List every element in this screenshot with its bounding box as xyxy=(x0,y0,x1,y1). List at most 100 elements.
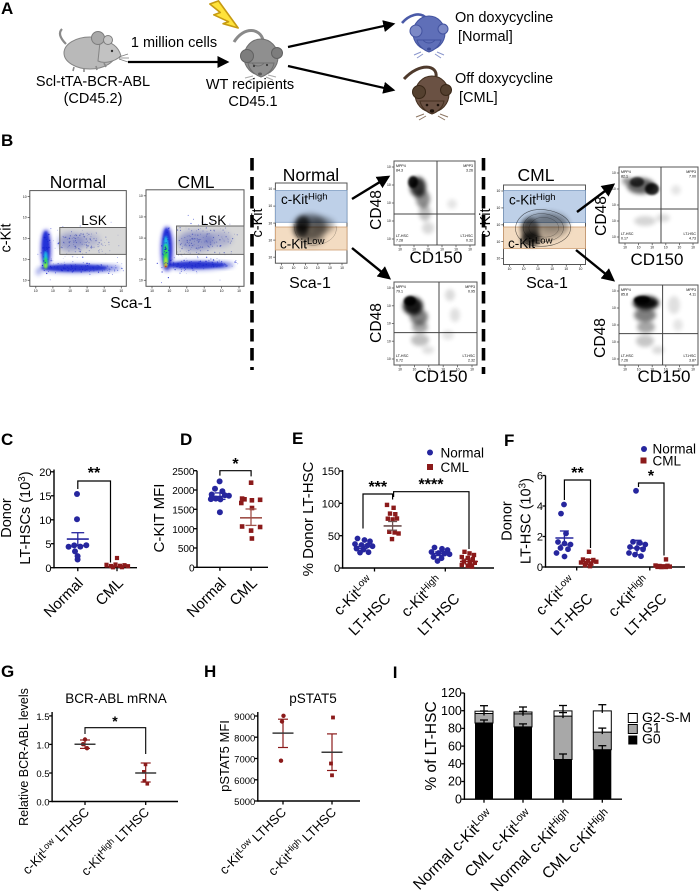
svg-text:10: 10 xyxy=(536,267,540,271)
svg-text:10: 10 xyxy=(387,339,391,343)
svg-text:4: 4 xyxy=(537,501,543,513)
svg-text:100: 100 xyxy=(322,499,340,511)
svg-text:5: 5 xyxy=(45,539,51,551)
svg-text:10: 10 xyxy=(612,323,616,327)
svg-text:10: 10 xyxy=(579,267,583,271)
svg-text:10: 10 xyxy=(413,368,417,372)
svg-text:10: 10 xyxy=(23,195,27,199)
svg-text:10: 10 xyxy=(316,266,320,270)
svg-text:10: 10 xyxy=(427,368,431,372)
svg-text:CD48: CD48 xyxy=(368,303,385,343)
svg-text:10: 10 xyxy=(268,204,272,208)
svg-text:10: 10 xyxy=(612,289,616,293)
svg-text:H: H xyxy=(204,662,216,681)
svg-text:Donor: Donor xyxy=(500,501,516,541)
svg-text:Scl-tTA-BCR-ABL: Scl-tTA-BCR-ABL xyxy=(36,74,150,90)
svg-text:82.1: 82.1 xyxy=(621,175,628,179)
svg-text:Sca-1: Sca-1 xyxy=(110,295,152,312)
svg-text:LT-HSC: LT-HSC xyxy=(683,354,696,358)
svg-text:10: 10 xyxy=(612,235,616,239)
svg-text:% Donor LT-HSC: % Donor LT-HSC xyxy=(300,461,317,576)
svg-text:10: 10 xyxy=(691,246,695,250)
svg-text:Normal: Normal xyxy=(653,442,697,457)
svg-text:10: 10 xyxy=(139,236,143,240)
svg-text:10: 10 xyxy=(612,203,616,207)
svg-text:LT-HSC: LT-HSC xyxy=(462,354,475,358)
svg-text:7000: 7000 xyxy=(234,755,255,766)
svg-text:10: 10 xyxy=(522,267,526,271)
svg-text:10: 10 xyxy=(650,368,654,372)
svg-text:10: 10 xyxy=(664,246,668,250)
svg-text:CD45.1: CD45.1 xyxy=(228,94,277,110)
svg-text:20: 20 xyxy=(448,775,462,789)
svg-text:10: 10 xyxy=(497,206,501,210)
svg-text:0.5: 0.5 xyxy=(36,769,49,780)
svg-text:CD48: CD48 xyxy=(368,190,385,230)
svg-text:C-KIT MFI: C-KIT MFI xyxy=(151,484,168,553)
svg-text:WT recipients: WT recipients xyxy=(206,77,294,93)
svg-text:% of LT-HSC: % of LT-HSC xyxy=(423,701,440,790)
svg-text:10: 10 xyxy=(678,368,682,372)
svg-text:**: ** xyxy=(88,465,101,482)
svg-text:10: 10 xyxy=(328,266,332,270)
svg-text:7.28: 7.28 xyxy=(396,239,403,243)
svg-text:Normal: Normal xyxy=(441,446,485,461)
svg-text:LSK: LSK xyxy=(81,213,107,228)
svg-text:LT-HSC: LT-HSC xyxy=(396,234,409,238)
svg-text:Donor: Donor xyxy=(0,498,15,538)
svg-text:A: A xyxy=(1,0,13,18)
svg-text:60: 60 xyxy=(448,739,462,753)
svg-text:1500: 1500 xyxy=(172,506,195,517)
svg-text:10: 10 xyxy=(612,171,616,175)
svg-text:MPP3: MPP3 xyxy=(463,164,473,168)
svg-text:0: 0 xyxy=(334,563,340,575)
svg-text:10: 10 xyxy=(497,257,501,261)
svg-text:*: * xyxy=(112,713,118,729)
svg-text:0: 0 xyxy=(45,563,51,575)
svg-text:10: 10 xyxy=(612,340,616,344)
svg-text:CD150: CD150 xyxy=(638,367,691,386)
svg-text:80: 80 xyxy=(448,722,462,736)
svg-text:CD150: CD150 xyxy=(415,367,468,386)
svg-text:CD150: CD150 xyxy=(410,248,463,267)
svg-text:G: G xyxy=(1,662,14,681)
svg-text:10: 10 xyxy=(612,306,616,310)
svg-text:4.73: 4.73 xyxy=(689,237,696,241)
svg-text:10: 10 xyxy=(387,357,391,361)
svg-text:6000: 6000 xyxy=(234,776,255,787)
svg-text:10: 10 xyxy=(51,289,55,293)
svg-text:85.8: 85.8 xyxy=(621,293,628,297)
svg-text:84.3: 84.3 xyxy=(396,169,403,173)
svg-text:10: 10 xyxy=(398,368,402,372)
svg-text:10: 10 xyxy=(387,165,391,169)
svg-text:G0: G0 xyxy=(642,731,661,747)
svg-text:10: 10 xyxy=(387,237,391,241)
svg-text:10: 10 xyxy=(454,248,458,252)
svg-text:pSTAT5: pSTAT5 xyxy=(289,691,337,706)
svg-text:150: 150 xyxy=(322,466,340,478)
svg-text:c-Kit: c-Kit xyxy=(0,224,15,253)
svg-text:10: 10 xyxy=(441,368,445,372)
svg-text:LT-HSC: LT-HSC xyxy=(621,354,634,358)
svg-text:10: 10 xyxy=(268,255,272,259)
svg-text:10: 10 xyxy=(664,368,668,372)
svg-text:10: 10 xyxy=(387,286,391,290)
svg-text:CML: CML xyxy=(178,172,215,192)
svg-text:10: 10 xyxy=(237,289,241,293)
svg-text:10: 10 xyxy=(678,246,682,250)
svg-text:10: 10 xyxy=(340,266,344,270)
svg-text:CML: CML xyxy=(518,165,555,185)
svg-text:10: 10 xyxy=(23,279,27,283)
svg-text:10: 10 xyxy=(623,368,627,372)
svg-text:Off doxycycline: Off doxycycline xyxy=(455,71,553,87)
svg-text:G1: G1 xyxy=(642,720,661,736)
svg-text:Sca-1: Sca-1 xyxy=(289,275,331,292)
svg-text:Normal: Normal xyxy=(283,165,339,185)
svg-text:500: 500 xyxy=(178,544,195,555)
svg-text:10: 10 xyxy=(34,289,38,293)
svg-text:10: 10 xyxy=(268,221,272,225)
svg-text:10: 10 xyxy=(102,289,106,293)
svg-text:10: 10 xyxy=(387,219,391,223)
svg-text:[Normal]: [Normal] xyxy=(458,29,513,45)
svg-text:10: 10 xyxy=(304,266,308,270)
